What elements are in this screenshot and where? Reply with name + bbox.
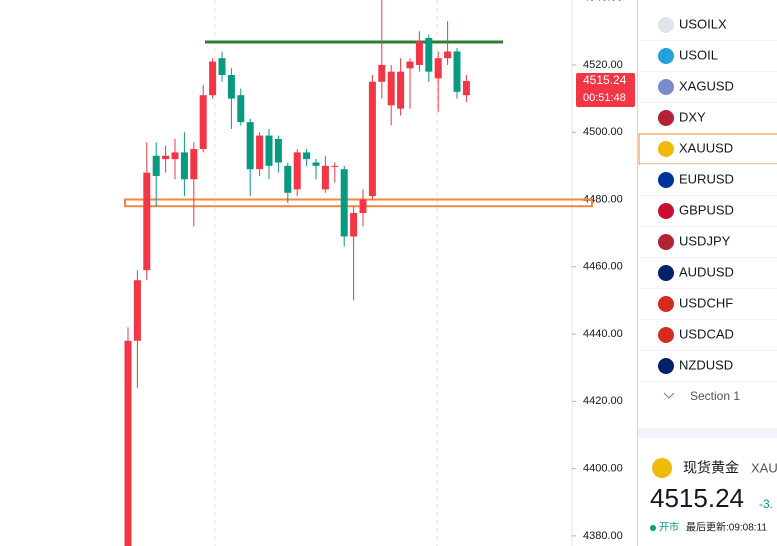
candle-body (397, 71, 405, 109)
symbol-icon (658, 358, 674, 374)
candle-body (359, 199, 367, 213)
candle-body (209, 61, 217, 96)
panel-divider (638, 428, 777, 438)
symbol-icon (658, 172, 674, 188)
detail-change: -3. (759, 497, 773, 511)
candle-body (265, 135, 273, 166)
y-tick-label: 4460.00 (583, 261, 623, 273)
candle-body (453, 51, 461, 92)
symbol-name[interactable]: NZDUSD (679, 357, 733, 372)
candle-body (256, 135, 264, 170)
candle-body (312, 162, 320, 166)
symbol-name[interactable]: DXY (679, 109, 706, 124)
symbol-name[interactable]: USDJPY (679, 233, 731, 248)
candle-body (133, 280, 141, 341)
candle-body (124, 340, 132, 546)
symbol-icon (658, 141, 674, 157)
symbol-icon (658, 327, 674, 343)
y-tick-label: 4420.00 (583, 395, 623, 407)
candle-body (387, 71, 395, 106)
countdown: 00:51:48 (583, 92, 626, 104)
candle-body (171, 152, 179, 160)
candle-body (321, 165, 329, 190)
candle-body (350, 212, 358, 237)
symbol-name[interactable]: GBPUSD (679, 202, 734, 217)
y-tick-label: 4500.00 (583, 126, 623, 138)
candle-body (293, 152, 301, 190)
symbol-icon (658, 79, 674, 95)
status-dot (650, 525, 656, 531)
candle-body (444, 51, 452, 59)
y-tick-label: 4380.00 (583, 530, 623, 542)
detail-icon (652, 458, 672, 478)
candle-body (303, 152, 311, 160)
symbol-name[interactable]: USOILX (679, 16, 727, 31)
candle-body (143, 172, 151, 271)
symbol-icon (658, 48, 674, 64)
symbol-icon (658, 234, 674, 250)
candle-body (284, 165, 292, 193)
chevron (663, 392, 675, 399)
candle-body (246, 122, 254, 170)
symbol-icon (658, 296, 674, 312)
symbol-name[interactable]: AUDUSD (679, 264, 734, 279)
symbol-name[interactable]: XAGUSD (679, 78, 734, 93)
detail-status: 开市 (659, 521, 679, 534)
zone (124, 198, 593, 208)
candle-body (434, 58, 442, 79)
symbol-name[interactable]: XAUUSD (679, 140, 733, 155)
detail-symbol: XAU (751, 460, 777, 475)
candle-body (190, 149, 198, 180)
candle-body (406, 61, 414, 69)
symbol-name[interactable]: USDCAD (679, 326, 734, 341)
candle-body (462, 80, 470, 96)
symbol-name[interactable]: USDCHF (679, 295, 733, 310)
candle-body (368, 81, 376, 197)
symbol-icon (658, 203, 674, 219)
detail-name: 现货黄金 (683, 460, 739, 476)
candle-body (227, 75, 235, 99)
candle-body (152, 155, 160, 176)
symbol-icon (658, 265, 674, 281)
price-tag-value: 4515.24 (583, 73, 627, 87)
section-label[interactable]: Section 1 (690, 389, 740, 403)
symbol-icon (658, 17, 674, 33)
symbol-icon (658, 110, 674, 126)
candle-body (218, 58, 226, 76)
y-tick-label: 4540.00 (583, 0, 623, 4)
candle-body (274, 138, 282, 163)
candle-body (199, 95, 207, 150)
detail-price: 4515.24 (650, 483, 744, 513)
candle-body (425, 38, 433, 72)
candle-body (340, 169, 348, 237)
candle-body (237, 95, 245, 123)
candle-body (162, 155, 170, 160)
candle-body (378, 64, 386, 82)
y-tick-label: 4520.00 (583, 59, 623, 71)
y-tick-label: 4440.00 (583, 328, 623, 340)
symbol-name[interactable]: EURUSD (679, 171, 734, 186)
symbol-name[interactable]: USOIL (679, 47, 718, 62)
price-tag (576, 72, 635, 107)
candle-body (180, 152, 188, 180)
detail-updated: 最后更新:09:08:11 (686, 521, 767, 534)
candle-body (331, 165, 339, 167)
y-tick-label: 4400.00 (583, 463, 623, 475)
candle-body (415, 41, 423, 65)
